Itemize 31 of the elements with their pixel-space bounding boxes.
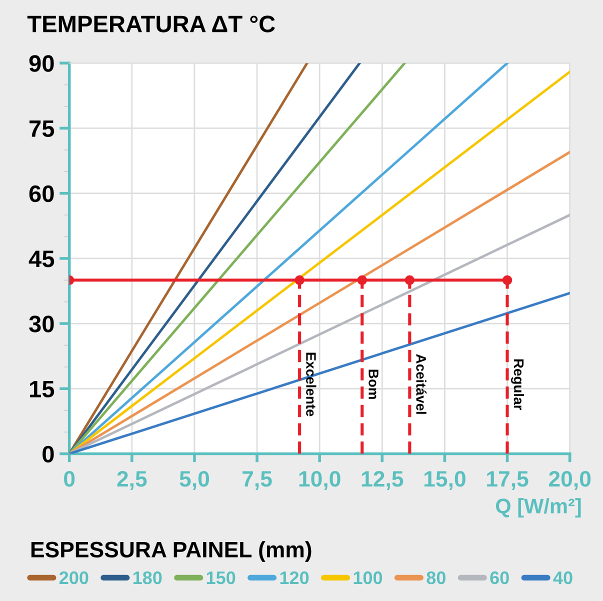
x-tick-label: 17,5 xyxy=(487,471,528,490)
legend-label: 80 xyxy=(426,571,446,584)
x-axis-title: Q [W/m²] xyxy=(496,498,581,518)
x-tick-label: 12,5 xyxy=(362,471,404,490)
y-tick-label: 60 xyxy=(29,185,54,202)
x-tick-label: 2,5 xyxy=(117,471,147,490)
x-tick-label: 0 xyxy=(64,471,75,487)
ref-line-label: Aceitável xyxy=(416,354,426,414)
ref-line-label: Regular xyxy=(511,359,524,410)
legend-title: ESPESSURA PAINEL (mm) xyxy=(31,541,312,562)
legend-label: 60 xyxy=(490,571,509,584)
y-tick-label: 90 xyxy=(29,55,54,72)
y-axis-title: TEMPERATURA ΔT °C xyxy=(27,16,275,32)
legend-label: 150 xyxy=(206,571,236,584)
x-tick-label: 10,0 xyxy=(299,471,340,490)
legend-label: 40 xyxy=(553,571,572,584)
y-tick-label: 15 xyxy=(30,380,54,398)
x-tick-label: 20,0 xyxy=(548,471,591,490)
legend-label: 200 xyxy=(59,571,88,584)
x-tick-label: 15,0 xyxy=(424,471,466,490)
ref-line-label: Bom xyxy=(368,370,378,399)
x-tick-label: 7,5 xyxy=(242,471,272,490)
y-tick-label: 0 xyxy=(42,446,54,463)
y-tick-label: 30 xyxy=(29,316,54,332)
legend-label: 100 xyxy=(354,571,382,584)
y-tick-label: 75 xyxy=(30,120,54,137)
y-tick-label: 45 xyxy=(28,250,54,268)
legend-label: 180 xyxy=(133,571,162,584)
ref-line-label: Excelente xyxy=(306,352,316,416)
legend-label: 120 xyxy=(280,571,309,584)
x-tick-label: 5,0 xyxy=(180,471,210,490)
